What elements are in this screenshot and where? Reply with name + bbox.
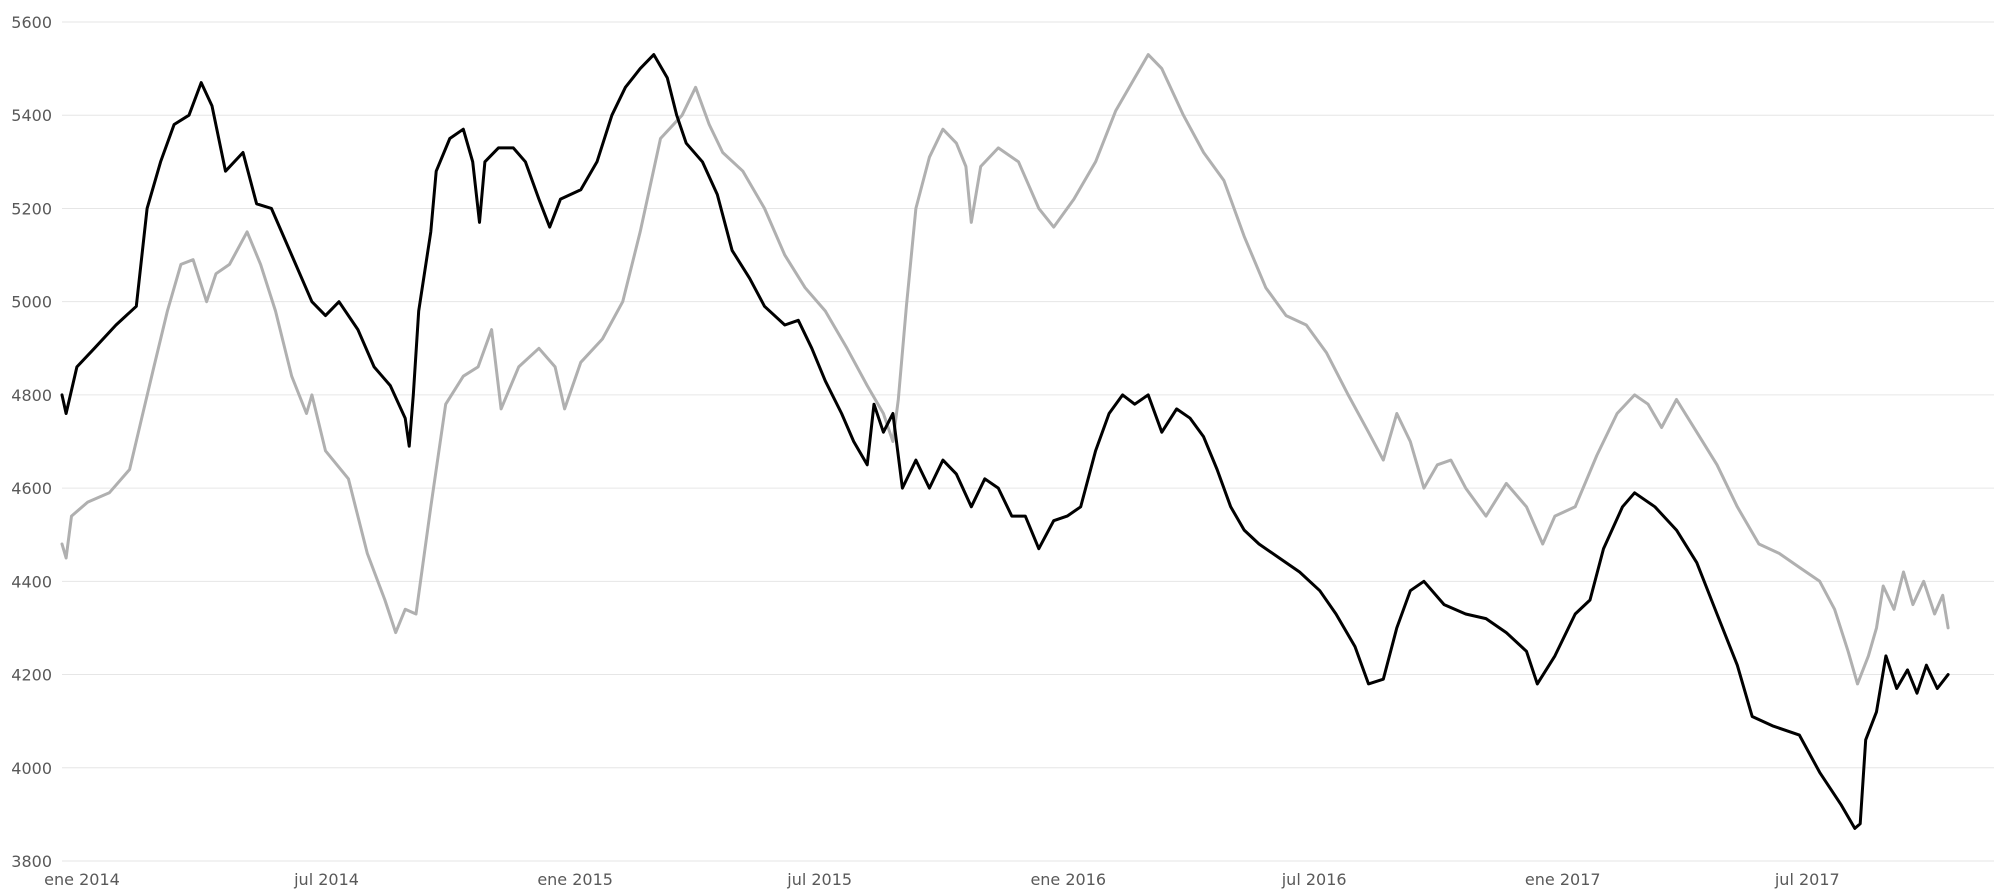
series-group [60, 53, 1950, 830]
y-tick-label: 3800 [11, 852, 52, 871]
series-line-2 [60, 53, 1950, 686]
y-tick-label: 4200 [11, 666, 52, 685]
y-tick-label: 4400 [11, 572, 52, 591]
y-tick-label: 5600 [11, 13, 52, 32]
series-line-1 [60, 53, 1950, 830]
x-tick-label: jul 2016 [1281, 870, 1347, 889]
grid-lines [62, 21, 1994, 862]
x-tick-label: jul 2017 [1774, 870, 1840, 889]
y-axis-tick-labels: 3800 4000 4200 4400 4600 4800 5000 5200 5400 5600 [11, 13, 52, 871]
x-axis-tick-labels: ene 2014 jul 2014 ene 2015 jul 2015 ene 2016… [44, 870, 1840, 889]
y-tick-label: 4800 [11, 386, 52, 405]
x-tick-label: ene 2017 [1525, 870, 1601, 889]
x-tick-label: jul 2014 [293, 870, 359, 889]
x-tick-label: ene 2016 [1030, 870, 1106, 889]
x-tick-label: jul 2015 [786, 870, 852, 889]
y-tick-label: 5000 [11, 293, 52, 312]
x-tick-label: ene 2015 [537, 870, 613, 889]
y-tick-label: 5200 [11, 199, 52, 218]
y-tick-label: 5400 [11, 106, 52, 125]
y-tick-label: 4000 [11, 759, 52, 778]
y-tick-label: 4600 [11, 479, 52, 498]
x-tick-label: ene 2014 [44, 870, 120, 889]
